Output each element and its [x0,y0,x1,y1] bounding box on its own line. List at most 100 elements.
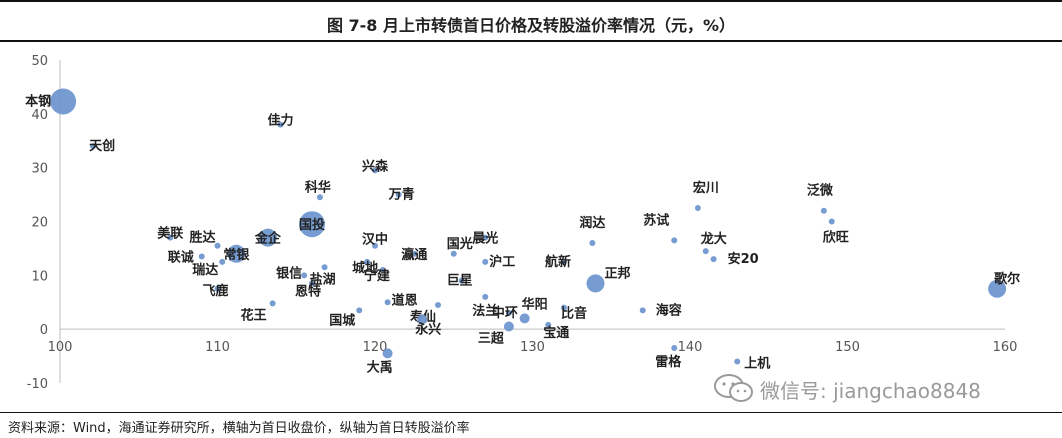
y-tick-label: 30 [31,162,48,177]
data-label: 国光 [447,236,473,252]
data-point [545,321,552,328]
data-label: 瑞达 [192,262,218,278]
x-tick-label: 160 [993,340,1018,355]
data-point [277,121,284,128]
data-point [214,285,221,292]
data-point [482,234,489,241]
footer-divider [0,412,1062,413]
data-label: 苏试 [643,212,669,228]
data-point [828,218,835,225]
data-point [482,258,489,265]
data-label: 科华 [305,179,331,195]
data-label: 银信 [276,265,302,281]
data-label: 道恩 [392,292,418,308]
data-label: 宏川 [693,180,719,196]
data-point [269,300,276,307]
data-point [586,274,605,293]
x-tick-label: 150 [835,340,860,355]
y-tick-label: 10 [31,269,48,284]
data-point [364,258,371,265]
data-point [50,88,77,115]
data-point [561,304,567,311]
data-point [382,348,393,359]
data-label: 天创 [89,138,115,154]
data-point [384,299,391,306]
data-point [219,258,226,265]
data-label: 永兴 [414,321,441,337]
data-point [411,250,418,257]
data-point [372,167,378,174]
x-tick-label: 110 [205,340,230,355]
y-tick-label: 40 [31,108,48,123]
data-label: 大禹 [367,359,393,375]
data-label: 国城 [329,312,355,328]
data-point [227,244,246,263]
data-label: 沪工 [489,254,515,270]
data-point [356,307,363,314]
data-label: 航新 [545,254,571,270]
data-point [561,258,567,265]
data-point [505,310,512,317]
watermark: 微信号: jiangchao8848 [712,373,1042,403]
data-label: 胜达 [189,230,215,246]
data-point [214,242,221,249]
data-point [671,237,678,244]
data-point [309,280,315,287]
data-label: 佳力 [267,113,293,129]
data-label: 龙大 [701,231,727,247]
data-label: 金企 [254,231,282,247]
data-point [702,248,709,255]
data-label: 万青 [388,187,415,203]
data-label: 华阳 [522,296,548,312]
data-point [299,211,325,238]
data-point [321,264,328,271]
data-point [301,272,308,279]
data-label: 泛微 [807,183,834,199]
data-label: 常银 [223,247,250,263]
data-point [90,143,97,150]
data-label: 正邦 [604,265,630,281]
data-label: 宁建 [364,268,390,284]
x-tick-label: 120 [363,340,388,355]
data-label: 海容 [656,302,682,318]
data-point [395,191,402,198]
data-point [639,307,646,314]
data-label: 上机 [744,355,770,371]
data-point [372,242,378,249]
data-point [450,250,457,257]
data-point [589,240,596,247]
data-label: 兴森 [362,158,389,174]
data-label: 比音 [561,306,587,322]
data-point [710,256,717,263]
x-tick-label: 130 [520,340,545,355]
data-point [198,253,205,260]
data-label: 联诚 [168,249,194,265]
data-label: 润达 [579,215,605,231]
title-bar: 图 7-8 月上市转债首日价格及转股溢价率情况（元，%） [0,0,1062,42]
data-point [417,314,428,325]
data-label: 城地 [352,260,378,276]
data-label: 本钢 [25,93,51,109]
data-point [316,194,323,201]
data-point [458,277,465,284]
watermark-text: 微信号: jiangchao8848 [760,379,981,403]
data-label: 宝通 [543,325,569,341]
x-tick-label: 100 [48,340,73,355]
data-label: 歌尔 [994,271,1020,287]
x-tick-label: 140 [678,340,703,355]
data-label: 晨光 [472,231,498,247]
data-label: 三超 [478,330,505,346]
data-point [167,234,174,241]
data-label: 国投 [299,217,325,233]
data-point [435,301,441,308]
data-label: 恩特 [295,283,321,299]
wechat-icon [714,374,753,402]
source-note: 资料来源：Wind，海通证券研究所，横轴为首日收盘价，纵轴为首日转股溢价率 [8,421,470,436]
data-point [988,279,1007,298]
y-tick-label: -10 [27,377,48,392]
data-label: 安20 [728,251,759,267]
data-label: 瀛通 [401,247,427,263]
data-label: 雷格 [655,354,682,370]
data-point [694,205,701,212]
